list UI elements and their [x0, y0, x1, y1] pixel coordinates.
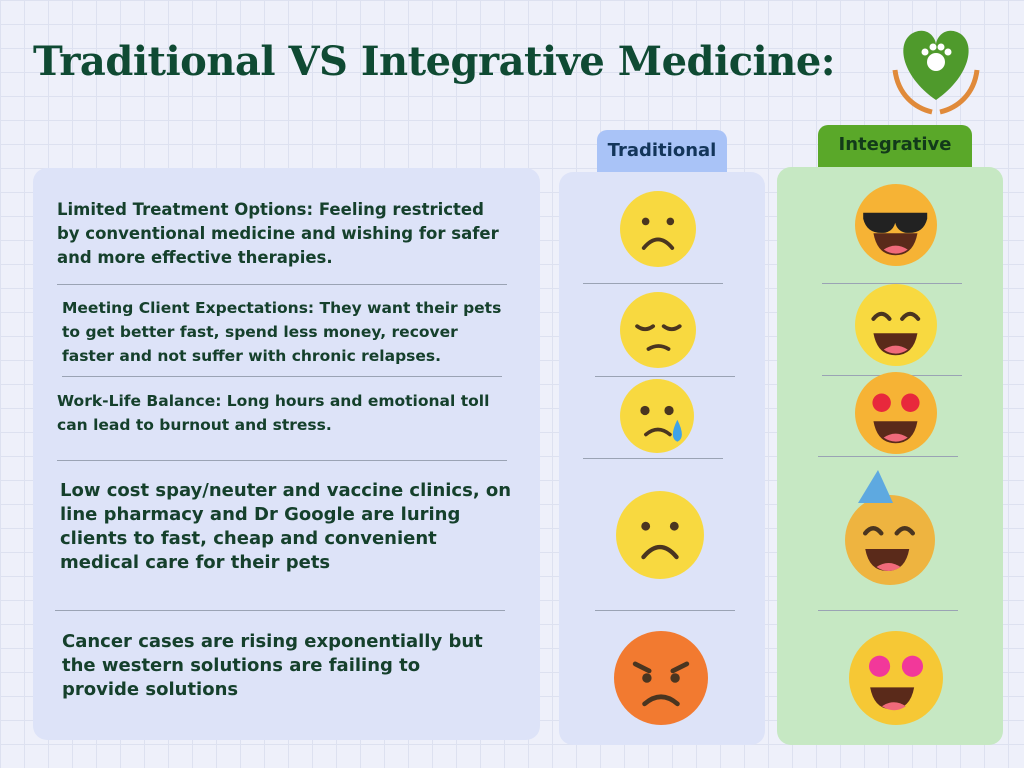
logo [892, 30, 980, 115]
emoji [620, 191, 696, 267]
emoji [614, 631, 708, 725]
emoji [855, 184, 937, 266]
row-text: Meeting Client Expectations: They want t… [62, 299, 502, 365]
emoji [616, 491, 704, 579]
emoji [855, 372, 937, 454]
separator [818, 456, 958, 457]
separator [595, 610, 735, 611]
emoji [620, 292, 696, 368]
row-text: Limited Treatment Options: Feeling restr… [57, 200, 499, 267]
separator [57, 284, 507, 285]
emoji [845, 495, 935, 585]
title: Traditional VS Integrative Medicine: [33, 38, 836, 85]
separator [583, 283, 723, 284]
separator [55, 610, 505, 611]
separator [822, 283, 962, 284]
separator [818, 610, 958, 611]
row-text: Low cost spay/neuter and vaccine clinics… [60, 480, 512, 573]
traditional-tab: Traditional [597, 130, 727, 174]
text-panel [33, 168, 540, 740]
emoji [620, 379, 694, 453]
emoji [855, 284, 937, 366]
separator [583, 458, 723, 459]
row-text: Work-Life Balance: Long hours and emotio… [57, 392, 490, 434]
party-hat [858, 470, 893, 503]
row-text: Cancer cases are rising exponentially bu… [62, 631, 483, 700]
emoji [849, 631, 943, 725]
separator [57, 460, 507, 461]
integrative-tab: Integrative [818, 125, 972, 169]
separator [595, 376, 735, 377]
separator [62, 376, 502, 377]
